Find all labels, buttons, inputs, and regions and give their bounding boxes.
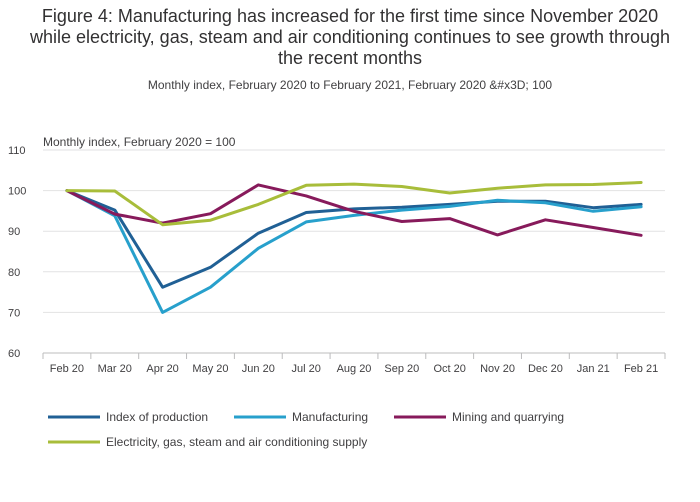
x-tick-label: Jun 20 [242, 363, 275, 375]
y-axis-title: Monthly index, February 2020 = 100 [43, 135, 236, 149]
legend-item: Manufacturing [234, 410, 368, 424]
x-tick-label: Jul 20 [291, 363, 320, 375]
x-tick-label: Dec 20 [528, 363, 563, 375]
y-tick-label: 100 [8, 186, 26, 198]
legend-label: Manufacturing [292, 410, 368, 424]
x-tick-label: Apr 20 [146, 363, 178, 375]
y-axis-ticks: 60 70 80 90 100 110 [8, 145, 26, 360]
x-tick-label: Oct 20 [433, 363, 465, 375]
series-line-1 [65, 189, 643, 314]
x-tick-label: Sep 20 [384, 363, 419, 375]
legend-item: Electricity, gas, steam and air conditio… [48, 435, 367, 449]
x-tick-label: Jan 21 [577, 363, 610, 375]
x-tick-label: Aug 20 [337, 363, 372, 375]
series-line-3 [65, 181, 643, 227]
y-tick-label: 80 [8, 267, 20, 279]
series-lines [65, 181, 643, 314]
chart-title: Figure 4: Manufacturing has increased fo… [29, 6, 671, 68]
legend-label: Mining and quarrying [452, 410, 564, 424]
series-line-0 [65, 189, 643, 289]
y-tick-label: 90 [8, 226, 20, 238]
y-tick-label: 110 [8, 145, 26, 157]
x-tick-label: Mar 20 [98, 363, 132, 375]
x-axis: Feb 20 Mar 20 Apr 20 May 20 Jun 20 Jul 20 Aug … [42, 352, 666, 375]
x-tick-label: Nov 20 [480, 363, 515, 375]
y-tick-label: 70 [8, 307, 20, 319]
legend: Index of production Manufacturing Mining a… [48, 410, 564, 449]
legend-item: Mining and quarrying [394, 410, 564, 424]
y-tick-label: 60 [8, 348, 20, 360]
x-tick-label: May 20 [192, 363, 228, 375]
x-tick-label: Feb 20 [50, 363, 84, 375]
x-tick-label: Feb 21 [624, 363, 658, 375]
legend-label: Index of production [106, 410, 208, 424]
gridlines [43, 149, 665, 354]
legend-label: Electricity, gas, steam and air conditio… [106, 435, 367, 449]
series-line-2 [65, 183, 643, 237]
chart-subtitle: Monthly index, February 2020 to February… [147, 78, 553, 92]
legend-item: Index of production [48, 410, 208, 424]
